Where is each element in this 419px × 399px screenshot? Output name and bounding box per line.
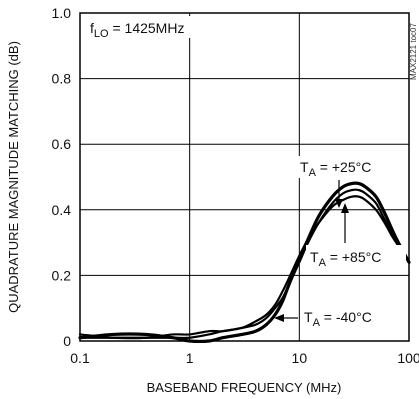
series-lines bbox=[78, 181, 411, 344]
arrow-ta-25-head bbox=[335, 199, 343, 208]
figure-code: MAX2121 toc07 bbox=[409, 23, 418, 80]
y-tick-label: 1.0 bbox=[52, 5, 72, 21]
arrow-ta-m40-head bbox=[274, 314, 284, 322]
y-tick-label: 0.6 bbox=[52, 136, 72, 152]
annotation-ta-m40: TA = -40°C bbox=[274, 306, 400, 329]
tick-labels: 0.1 1 10 100 0 0.2 0.4 0.6 0.8 1.0 bbox=[52, 5, 419, 366]
y-tick-label: 0.2 bbox=[52, 267, 72, 283]
x-tick-label: 100 bbox=[397, 350, 419, 366]
x-tick-label: 1 bbox=[186, 350, 194, 366]
x-tick-label: 10 bbox=[292, 350, 308, 366]
svg-text:TA = +25°C: TA = +25°C bbox=[300, 159, 371, 179]
series-line-1 bbox=[78, 195, 411, 340]
annotation-ta-85: TA = +85°C bbox=[306, 203, 406, 269]
svg-text:TA = +85°C: TA = +85°C bbox=[310, 249, 381, 269]
svg-text:TA = -40°C: TA = -40°C bbox=[304, 309, 372, 329]
grid bbox=[80, 13, 409, 341]
annotation-flo: fLO = 1425MHz bbox=[86, 16, 196, 40]
y-tick-label: 0 bbox=[63, 333, 71, 349]
y-tick-label: 0.4 bbox=[52, 202, 72, 218]
arrow-ta-85-head bbox=[341, 203, 349, 213]
plot-frame bbox=[79, 12, 410, 342]
annotation-ta-25: TA = +25°C bbox=[296, 156, 404, 208]
y-axis-title: QUADRATURE MAGNITUDE MATCHING (dB) bbox=[6, 41, 21, 313]
y-tick-label: 0.8 bbox=[52, 71, 72, 87]
series-line-2 bbox=[78, 188, 411, 340]
svg-text:fLO = 1425MHz: fLO = 1425MHz bbox=[90, 20, 184, 40]
x-axis-title: BASEBAND FREQUENCY (MHz) bbox=[147, 380, 342, 395]
x-tick-label: 0.1 bbox=[70, 350, 90, 366]
